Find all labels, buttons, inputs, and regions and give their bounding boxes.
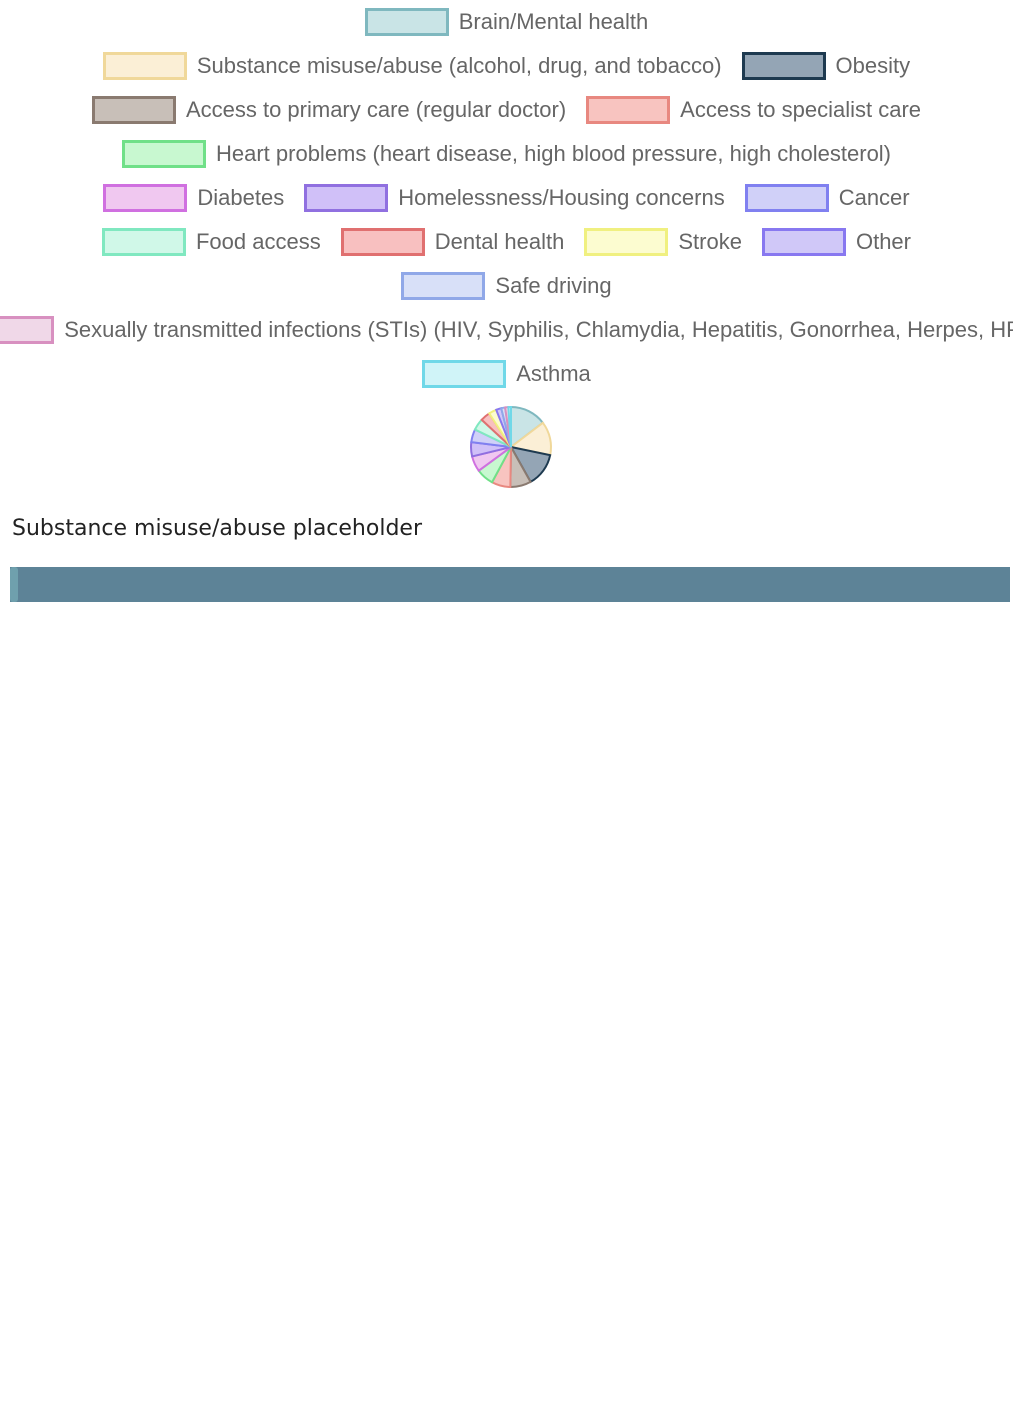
legend-row: Heart problems (heart disease, high bloo… — [0, 132, 1013, 176]
legend-label: Access to specialist care — [680, 97, 922, 122]
legend-swatch — [101, 228, 186, 256]
pie-chart — [470, 405, 552, 489]
legend-label: Brain/Mental health — [458, 9, 649, 34]
legend-row: Access to primary care (regular doctor) A… — [0, 88, 1013, 132]
legend-swatch — [364, 8, 449, 36]
legend-row: Food access Dental health Stroke Other — [0, 220, 1013, 264]
legend-swatch — [422, 360, 507, 388]
legend-item: Stroke — [584, 228, 742, 256]
legend-label: Other — [855, 229, 911, 254]
legend-label: Sexually transmitted infections (STIs) (… — [64, 317, 1013, 342]
legend-swatch — [340, 228, 425, 256]
legend-row: Sexually transmitted infections (STIs) (… — [0, 308, 1013, 352]
legend-item: Sexually transmitted infections (STIs) (… — [0, 316, 1013, 344]
result-row: Substance misuse/abuse placeholder — [0, 505, 1013, 602]
legend-swatch — [304, 184, 389, 212]
legend-item: Obesity — [741, 52, 911, 80]
results: Substance misuse/abuse placeholder — [0, 505, 1013, 662]
result-bar — [10, 567, 18, 602]
legend-swatch — [401, 272, 486, 300]
legend-row: Diabetes Homelessness/Housing concerns Can… — [0, 176, 1013, 220]
legend-row: Asthma — [0, 352, 1013, 396]
legend-label: Diabetes — [197, 185, 285, 210]
legend-row: Safe driving — [0, 264, 1013, 308]
legend-item: Access to primary care (regular doctor) — [91, 96, 567, 124]
legend-swatch — [103, 184, 188, 212]
legend-item: Diabetes — [103, 184, 284, 212]
legend-item: Substance misuse/abuse (alcohol, drug, a… — [102, 52, 722, 80]
legend-item: Cancer — [744, 184, 910, 212]
legend-item: Heart problems (heart disease, high bloo… — [121, 140, 892, 168]
legend-label: Stroke — [678, 229, 742, 254]
legend-swatch — [586, 96, 671, 124]
legend-label: Substance misuse/abuse (alcohol, drug, a… — [196, 53, 722, 78]
legend-item: Dental health — [340, 228, 565, 256]
result-track — [10, 567, 1010, 602]
result-header: Substance misuse/abuse placeholder — [0, 505, 1013, 551]
legend-row: Brain/Mental health — [0, 0, 1013, 44]
pie-slice — [507, 405, 512, 448]
legend-swatch — [0, 316, 55, 344]
legend-item: Asthma — [422, 360, 591, 388]
legend-item: Access to specialist care — [586, 96, 921, 124]
legend-swatch — [584, 228, 669, 256]
legend-item: Safe driving — [401, 272, 612, 300]
legend-swatch — [761, 228, 846, 256]
legend-label: Obesity — [835, 53, 911, 78]
legend-row: Substance misuse/abuse (alcohol, drug, a… — [0, 44, 1013, 88]
legend-swatch — [744, 184, 829, 212]
legend-item: Brain/Mental health — [364, 8, 649, 36]
legend-item: Food access — [101, 228, 321, 256]
legend-swatch — [102, 52, 187, 80]
legend-item: Other — [761, 228, 911, 256]
legend-item: Homelessness/Housing concerns — [304, 184, 725, 212]
legend-swatch — [121, 140, 206, 168]
result-label: Substance misuse/abuse placeholder — [12, 515, 422, 541]
legend-label: Dental health — [434, 229, 565, 254]
legend-label: Access to primary care (regular doctor) — [185, 97, 567, 122]
legend-label: Heart problems (heart disease, high bloo… — [215, 141, 892, 166]
legend: Brain/Mental health Substance misuse/abus… — [0, 0, 1013, 396]
legend-swatch — [91, 96, 176, 124]
legend-label: Cancer — [838, 185, 910, 210]
legend-swatch — [741, 52, 826, 80]
legend-label: Safe driving — [495, 273, 612, 298]
legend-label: Food access — [195, 229, 321, 254]
legend-label: Homelessness/Housing concerns — [398, 185, 725, 210]
legend-label: Asthma — [516, 361, 591, 386]
